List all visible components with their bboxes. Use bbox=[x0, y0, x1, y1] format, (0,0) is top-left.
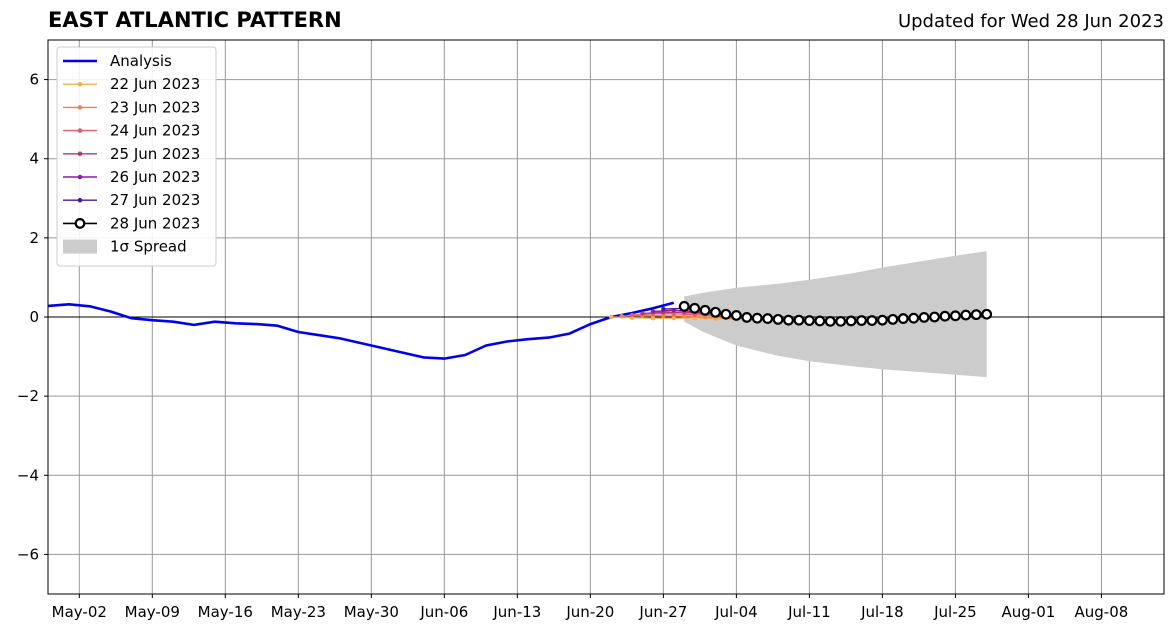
y-tick-label: 2 bbox=[29, 229, 39, 247]
forecast-point-latest bbox=[845, 315, 857, 327]
legend-swatch-marker bbox=[77, 174, 83, 180]
x-tick-label: May-09 bbox=[125, 603, 180, 621]
forecast-point-latest bbox=[950, 310, 961, 322]
x-tick-label: Jul-11 bbox=[787, 603, 831, 621]
x-tick-label: Jun-27 bbox=[638, 603, 687, 621]
x-tick-label: Jun-20 bbox=[565, 603, 614, 621]
forecast-point-latest bbox=[762, 313, 774, 324]
x-tick-label: Aug-08 bbox=[1075, 603, 1129, 621]
updated-label: Updated for Wed 28 Jun 2023 bbox=[897, 11, 1164, 32]
forecast-point-latest bbox=[710, 306, 721, 318]
forecast-point-latest bbox=[824, 315, 836, 327]
y-tick-label: −2 bbox=[17, 387, 39, 405]
legend-label: 22 Jun 2023 bbox=[110, 75, 200, 93]
forecast-point-latest bbox=[981, 308, 993, 320]
forecast-point bbox=[619, 314, 624, 319]
legend-label: Analysis bbox=[110, 52, 172, 70]
forecast-point bbox=[650, 309, 656, 314]
y-tick-label: −6 bbox=[17, 545, 39, 563]
forecast-point-latest bbox=[793, 314, 805, 326]
legend-swatch-marker bbox=[77, 128, 83, 133]
x-tick-label: Jul-04 bbox=[714, 603, 758, 621]
y-tick-label: 0 bbox=[29, 308, 39, 326]
forecast-point-latest bbox=[887, 313, 899, 325]
legend-swatch-marker bbox=[77, 151, 83, 157]
y-tick-label: 6 bbox=[29, 71, 39, 89]
forecast-point-latest bbox=[689, 302, 701, 314]
forecast-point-latest bbox=[970, 309, 982, 321]
legend-label: 1σ Spread bbox=[110, 238, 187, 256]
forecast-point bbox=[682, 314, 687, 319]
forecast-point bbox=[661, 313, 666, 319]
forecast-point-latest bbox=[866, 315, 878, 326]
forecast-point-latest bbox=[918, 311, 930, 323]
x-tick-label: Jun-06 bbox=[419, 603, 468, 621]
forecast-point-latest bbox=[699, 304, 711, 316]
forecast-point-latest bbox=[939, 310, 951, 322]
forecast-point bbox=[671, 315, 676, 321]
forecast-point-latest bbox=[720, 308, 732, 320]
y-tick-label: 4 bbox=[29, 150, 39, 168]
forecast-point-latest bbox=[814, 315, 826, 327]
chart-title: EAST ATLANTIC PATTERN bbox=[48, 8, 342, 32]
x-tick-label: May-02 bbox=[52, 603, 107, 621]
forecast-point-latest bbox=[803, 315, 815, 326]
x-tick-label: May-23 bbox=[271, 603, 326, 621]
forecast-point-latest bbox=[856, 315, 867, 326]
legend-swatch-marker bbox=[77, 81, 83, 87]
legend-swatch-marker bbox=[77, 105, 83, 110]
legend-label: 28 Jun 2023 bbox=[110, 214, 200, 232]
forecast-point bbox=[661, 306, 666, 312]
legend-box bbox=[56, 46, 217, 267]
legend-swatch-marker bbox=[77, 197, 83, 203]
forecast-point-latest bbox=[835, 315, 847, 327]
y-tick-label: −4 bbox=[17, 466, 39, 484]
forecast-point-latest bbox=[772, 313, 784, 325]
x-tick-label: Aug-01 bbox=[1002, 603, 1056, 621]
forecast-point bbox=[629, 312, 635, 318]
forecast-point-latest bbox=[960, 309, 972, 321]
forecast-point bbox=[650, 315, 656, 321]
x-tick-label: Jul-18 bbox=[860, 603, 904, 621]
x-tick-label: May-30 bbox=[344, 603, 399, 621]
forecast-point-latest bbox=[908, 312, 920, 324]
forecast-point-latest bbox=[876, 314, 888, 326]
x-tick-label: Jun-13 bbox=[492, 603, 541, 621]
legend-swatch-spread bbox=[63, 239, 97, 254]
forecast-point-latest bbox=[897, 313, 909, 324]
forecast-point-latest bbox=[783, 314, 794, 326]
forecast-point bbox=[609, 314, 614, 320]
forecast-point bbox=[640, 311, 645, 316]
forecast-point-latest bbox=[678, 300, 690, 312]
legend-swatch-latest-marker bbox=[74, 217, 86, 229]
forecast-point-latest bbox=[741, 311, 753, 323]
forecast-point-latest bbox=[929, 311, 940, 323]
legend-label: 24 Jun 2023 bbox=[110, 122, 200, 140]
spread-band bbox=[684, 251, 987, 378]
x-tick-label: May-16 bbox=[198, 603, 253, 621]
legend-label: 25 Jun 2023 bbox=[110, 145, 200, 163]
forecast-point-latest bbox=[751, 312, 763, 324]
plot-frame bbox=[47, 39, 1165, 595]
legend-label: 26 Jun 2023 bbox=[110, 168, 200, 186]
legend-label: 27 Jun 2023 bbox=[110, 191, 200, 209]
legend-label: 23 Jun 2023 bbox=[110, 98, 200, 116]
analysis-line bbox=[48, 301, 675, 360]
forecast-point-latest bbox=[730, 310, 742, 321]
x-tick-label: Jul-25 bbox=[933, 603, 977, 621]
